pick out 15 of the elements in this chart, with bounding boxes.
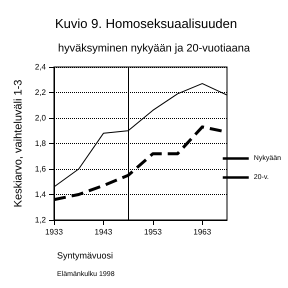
x-tick-label: 1933 — [45, 228, 64, 236]
y-tick-label: 1,2 — [34, 216, 47, 224]
y-tick-label: 2,2 — [34, 88, 47, 97]
y-tick-label: 1,4 — [34, 190, 47, 199]
chart-subtitle: hyväksyminen nykyään ja 20-vuotiaana — [58, 42, 251, 54]
y-tick-label: 1,8 — [34, 139, 47, 148]
y-tick-label: 2,0 — [34, 114, 47, 122]
x-tick-label: 1963 — [193, 228, 212, 236]
x-tick-label: 1943 — [94, 228, 113, 236]
y-tick-label: 1,6 — [34, 164, 47, 174]
y-tick-label: 2,4 — [34, 62, 47, 72]
x-tick-label: 1953 — [144, 228, 162, 236]
x-axis-title: Syntymävuosi — [57, 250, 114, 260]
y-axis-title: Keskiarvo, vaihteluväli 1-3 — [12, 80, 24, 208]
chart-title: Kuvio 9. Homoseksuaalisuuden — [55, 16, 238, 31]
